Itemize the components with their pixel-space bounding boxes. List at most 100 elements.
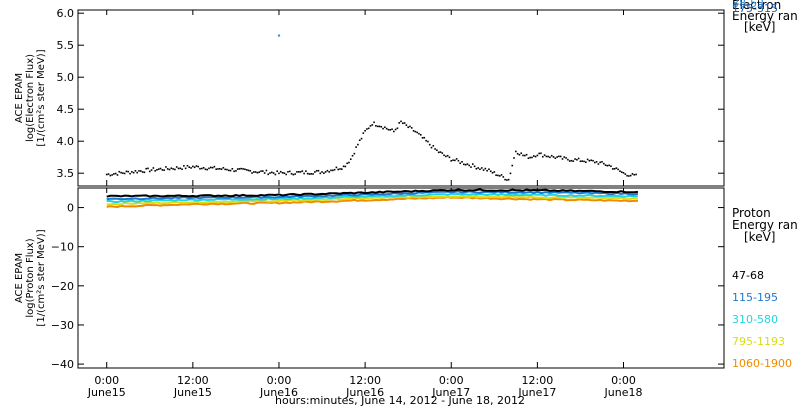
electron-legend-entry: 38-53 <box>732 0 764 10</box>
proton-legend-entry: 115-195 <box>732 291 778 304</box>
electron-data-point <box>258 171 261 173</box>
electron-data-point <box>385 127 388 130</box>
electron-data-point <box>147 167 149 170</box>
electron-data-point <box>595 161 598 163</box>
electron-data-point <box>262 170 264 172</box>
electron-data-point <box>543 154 546 156</box>
electron-data-point <box>558 155 560 158</box>
electron-data-point <box>168 168 171 171</box>
electron-data-point <box>296 171 298 173</box>
electron-data-point <box>366 128 368 130</box>
electron-data-point <box>509 172 512 175</box>
electron-series-1 <box>277 34 281 37</box>
electron-y-tick-label: 6.0 <box>57 7 75 20</box>
x-tick-day-label: June18 <box>604 386 643 399</box>
proton-legend-entry: 795-1193 <box>732 335 785 348</box>
electron-data-point <box>301 170 304 172</box>
electron-data-point <box>489 170 492 173</box>
electron-data-point <box>585 161 587 163</box>
electron-data-point <box>400 120 402 123</box>
electron-data-point <box>271 171 273 174</box>
electron-y-axis-label-line: ACE EPAM <box>14 73 25 123</box>
electron-data-point <box>265 169 268 172</box>
electron-data-point <box>559 155 562 158</box>
electron-data-point <box>549 156 551 159</box>
electron-data-point <box>434 148 436 150</box>
electron-data-point <box>425 139 427 142</box>
electron-data-point <box>222 166 225 169</box>
electron-data-point <box>611 168 614 170</box>
proton-y-tick-label: −40 <box>51 358 74 371</box>
electron-data-point <box>482 169 485 171</box>
electron-data-point <box>297 171 300 173</box>
electron-data-point <box>405 124 408 126</box>
electron-data-point <box>620 171 623 173</box>
electron-legend-title-line: Electron <box>732 0 781 12</box>
electron-data-point <box>355 146 357 148</box>
electron-data-point <box>525 153 528 156</box>
electron-data-point <box>166 168 169 170</box>
electron-legend-title-line: [keV] <box>744 20 775 34</box>
electron-data-point <box>290 172 293 175</box>
electron-data-point <box>156 168 158 171</box>
electron-data-point <box>622 171 625 174</box>
electron-data-point <box>165 166 167 168</box>
electron-data-point <box>572 160 575 162</box>
electron-data-point <box>217 168 219 170</box>
electron-data-point <box>540 152 542 155</box>
electron-data-point <box>439 151 442 153</box>
electron-data-point <box>527 157 530 160</box>
electron-data-point <box>283 172 286 174</box>
electron-data-point <box>364 129 366 132</box>
x-tick-time-label: 12:00 <box>349 374 381 387</box>
electron-data-point <box>398 122 401 124</box>
electron-data-point <box>244 168 246 171</box>
electron-y-axis-label-line: [1/(cm²s ster MeV)] <box>36 49 47 146</box>
electron-data-point <box>253 171 255 173</box>
electron-data-point <box>159 167 162 170</box>
electron-data-point <box>401 122 404 125</box>
proton-y-axis-label: ACE EPAM log(Proton Flux) [1/(cm²s ster Me… <box>14 229 47 326</box>
electron-data-point <box>335 166 338 169</box>
electron-data-point <box>568 160 571 162</box>
electron-data-point <box>583 160 585 163</box>
electron-data-point <box>545 155 548 158</box>
electron-data-point <box>445 155 447 158</box>
electron-data-point <box>314 171 316 173</box>
electron-data-point <box>116 174 119 176</box>
x-tick-time-label: 12:00 <box>522 374 554 387</box>
electron-data-point <box>486 169 488 172</box>
electron-data-point <box>531 156 533 159</box>
electron-data-point <box>209 166 212 169</box>
electron-data-point <box>446 154 449 157</box>
electron-data-point <box>281 171 284 174</box>
electron-data-point <box>529 156 531 159</box>
electron-data-point <box>423 136 426 139</box>
electron-data-point <box>236 168 239 170</box>
electron-data-point <box>459 162 462 165</box>
proton-y-tick-label: −30 <box>51 319 74 332</box>
electron-data-point <box>242 168 244 170</box>
electron-data-point <box>367 127 370 130</box>
proton-legend-entry: 310-580 <box>732 313 778 326</box>
electron-data-point <box>520 152 523 155</box>
electron-data-point <box>123 172 126 175</box>
x-tick-time-label: 0:00 <box>611 374 636 387</box>
electron-data-point <box>263 172 266 174</box>
electron-data-point <box>430 146 433 149</box>
electron-data-point <box>448 156 451 159</box>
electron-data-point <box>288 170 291 173</box>
electron-data-point <box>608 164 610 167</box>
electron-data-point <box>362 132 365 134</box>
electron-data-point <box>163 169 165 171</box>
electron-data-point <box>125 170 128 173</box>
electron-data-point <box>202 166 205 169</box>
electron-data-point <box>193 166 196 169</box>
electron-data-point <box>592 159 594 162</box>
proton-series-1060-1900 <box>106 195 638 209</box>
electron-data-point <box>500 174 503 176</box>
electron-data-point <box>245 169 248 171</box>
electron-data-point <box>407 126 409 129</box>
time-axis: 0:00June1512:00June150:00June1612:00June… <box>87 374 643 399</box>
electron-data-point <box>120 171 122 174</box>
